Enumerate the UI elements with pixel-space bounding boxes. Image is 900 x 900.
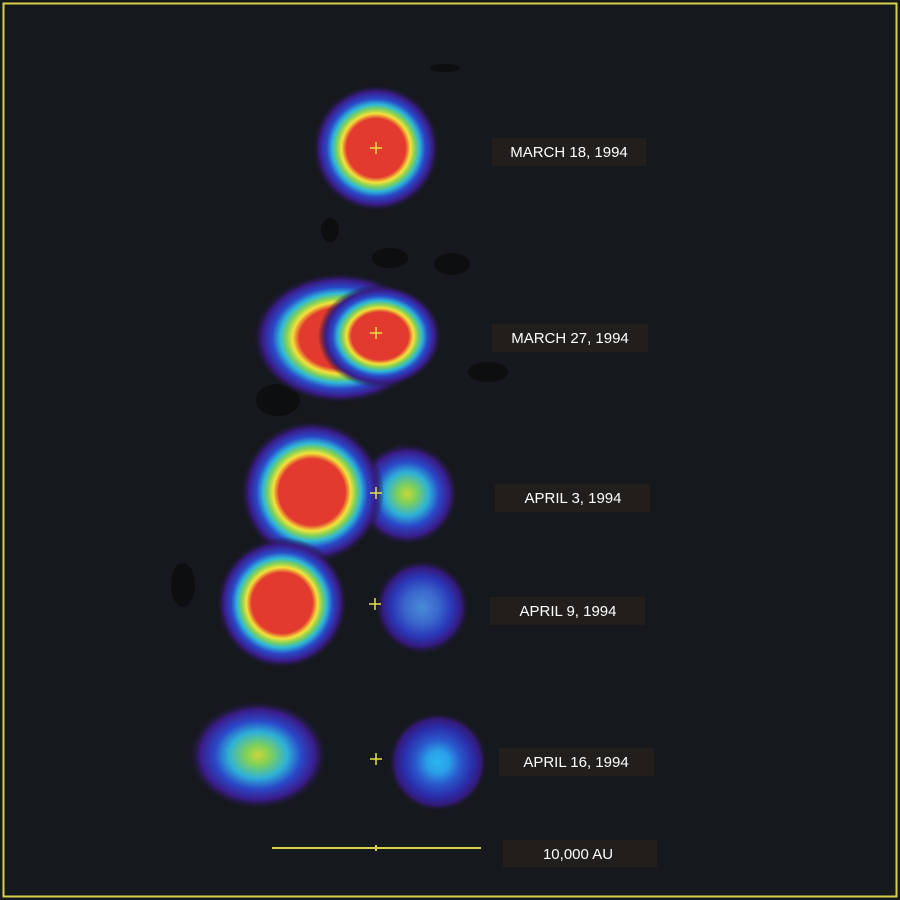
- label-box: [503, 840, 657, 867]
- comet-images: [188, 84, 488, 812]
- faint-noise: [171, 64, 508, 607]
- date-label: APRIL 3, 1994: [524, 490, 621, 507]
- center-cross: [370, 327, 382, 339]
- label-box: [499, 748, 654, 776]
- nucleus-blob: [216, 537, 348, 669]
- crosses: [369, 142, 382, 765]
- date-label: APRIL 16, 1994: [523, 754, 628, 771]
- center-cross: [370, 142, 382, 154]
- scale-bar: 10,000 AU: [272, 840, 657, 867]
- nucleus-blob: [318, 284, 442, 388]
- center-cross: [370, 487, 382, 499]
- fragment-blob: [355, 442, 459, 546]
- date-labels: MARCH 18, 1994 MARCH 27, 1994 APRIL 3, 1…: [490, 138, 654, 776]
- center-cross: [369, 598, 381, 610]
- fragment-blob: [374, 559, 470, 655]
- label-box: [492, 138, 646, 166]
- label-box: [490, 597, 645, 625]
- center-cross: [370, 753, 382, 765]
- scale-label: 10,000 AU: [543, 846, 613, 863]
- date-label: APRIL 9, 1994: [519, 603, 616, 620]
- nucleus-blob: [240, 420, 384, 564]
- date-label: MARCH 27, 1994: [511, 330, 629, 347]
- date-label: MARCH 18, 1994: [510, 144, 628, 161]
- fragment-blob: [388, 712, 488, 812]
- label-box: [492, 324, 648, 352]
- nucleus-blob: [188, 700, 328, 810]
- label-box: [495, 484, 650, 512]
